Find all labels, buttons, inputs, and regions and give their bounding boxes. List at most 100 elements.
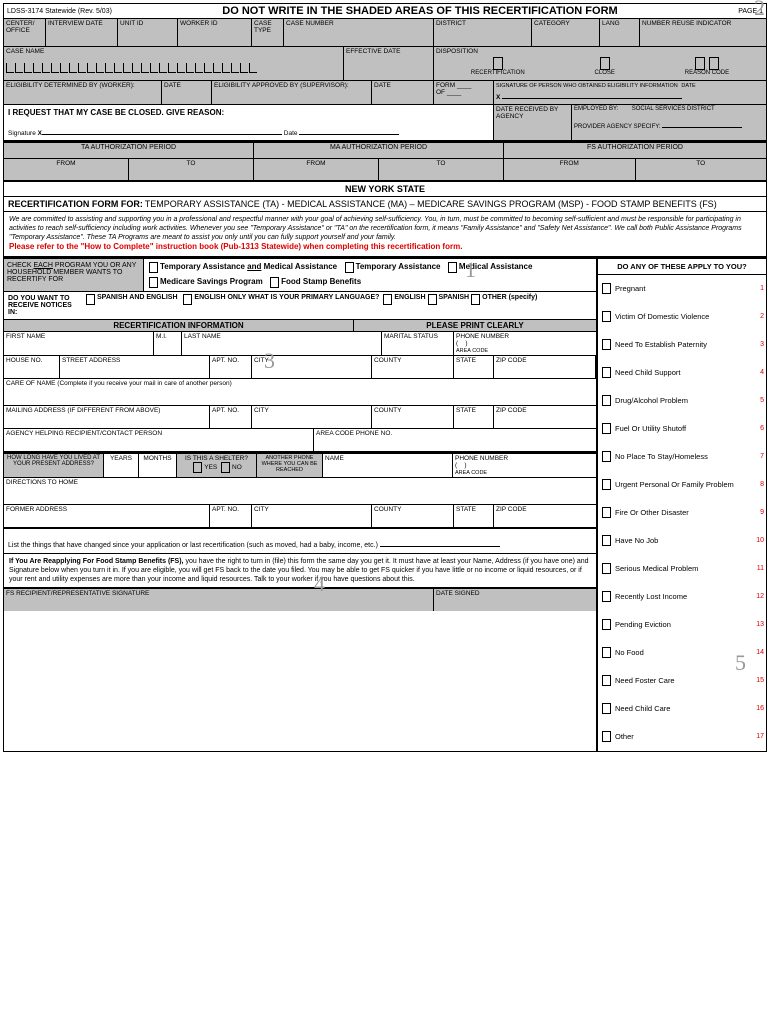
fs-sig-cell[interactable]: FS RECIPIENT/REPRESENTATIVE SIGNATURE: [4, 589, 434, 611]
mail-apt-cell[interactable]: APT. NO.: [210, 406, 252, 428]
mi-cell[interactable]: M.I.: [154, 332, 182, 355]
mail-zip-cell[interactable]: ZIP CODE: [494, 406, 596, 428]
close-checkbox[interactable]: [600, 57, 610, 70]
changes-line[interactable]: [380, 537, 500, 547]
agency-cell[interactable]: AGENCY HELPING RECIPIENT/CONTACT PERSON: [4, 429, 314, 451]
apply-checkbox-1[interactable]: [602, 283, 611, 294]
apply-checkbox-9[interactable]: [602, 507, 611, 518]
mail-city-label: CITY: [254, 407, 269, 414]
street-cell[interactable]: STREET ADDRESS: [60, 356, 210, 378]
apply-checkbox-14[interactable]: [602, 647, 611, 658]
apply-checkbox-16[interactable]: [602, 703, 611, 714]
apply-checkbox-12[interactable]: [602, 591, 611, 602]
apply-item-13: Pending Eviction13: [598, 611, 766, 639]
shelter-no-checkbox[interactable]: [221, 462, 230, 473]
received-label: DATE RECEIVED BY AGENCY: [496, 106, 558, 120]
last-name-cell[interactable]: LAST NAME: [182, 332, 382, 355]
ta-ma-checkbox[interactable]: [149, 262, 158, 273]
state-label: STATE: [456, 357, 476, 364]
eng-only-checkbox[interactable]: [183, 294, 192, 305]
marital-cell[interactable]: MARITAL STATUS: [382, 332, 454, 355]
lang-cell: LANG: [600, 19, 640, 46]
former-state-cell[interactable]: STATE: [454, 505, 494, 527]
english-checkbox[interactable]: [383, 294, 392, 305]
fs-date-cell[interactable]: DATE SIGNED: [434, 589, 596, 611]
mail-state-label: STATE: [456, 407, 476, 414]
cursive-3: 3: [264, 348, 275, 374]
apply-checkbox-10[interactable]: [602, 535, 611, 546]
months-cell[interactable]: MONTHS: [139, 454, 177, 477]
case-name-row: CASE NAME EFFECTIVE DATE DISPOSITION REC…: [4, 46, 766, 80]
reuse-label: NUMBER REUSE INDICATOR: [642, 20, 731, 27]
msp-text: Medicare Savings Program: [160, 277, 263, 286]
sig-label: Signature: [8, 130, 36, 137]
signature-line[interactable]: [42, 125, 282, 135]
ma-to: TO: [379, 159, 504, 180]
apply-checkbox-11[interactable]: [602, 563, 611, 574]
notices-row: DO YOU WANT TO RECEIVE NOTICES IN: SPANI…: [4, 291, 596, 319]
years-cell[interactable]: YEARS: [104, 454, 139, 477]
fs-checkbox[interactable]: [270, 277, 279, 288]
mailing-row: MAILING ADDRESS (IF DIFFERENT FROM ABOVE…: [4, 405, 596, 428]
date-line[interactable]: [299, 125, 399, 135]
reason-label: REASON CODE: [685, 70, 729, 76]
reason2-box[interactable]: [709, 57, 719, 70]
former-cell[interactable]: FORMER ADDRESS: [4, 505, 210, 527]
apply-checkbox-8[interactable]: [602, 479, 611, 490]
phone-cell[interactable]: PHONE NUMBER( )AREA CODE: [454, 332, 596, 355]
apt-cell[interactable]: APT. NO.: [210, 356, 252, 378]
apply-text-13: Pending Eviction: [613, 620, 750, 629]
former-apt-cell[interactable]: APT. NO.: [210, 505, 252, 527]
interview-cell: INTERVIEW DATE: [46, 19, 118, 46]
apply-checkbox-6[interactable]: [602, 423, 611, 434]
spanish-checkbox[interactable]: [428, 294, 437, 305]
mail-state-cell[interactable]: STATE: [454, 406, 494, 428]
span-eng-checkbox[interactable]: [86, 294, 95, 305]
recert-checkbox[interactable]: [493, 57, 503, 70]
apply-text-4: Need Child Support: [613, 368, 750, 377]
directions-cell[interactable]: DIRECTIONS TO HOME: [4, 478, 596, 504]
apply-checkbox-13[interactable]: [602, 619, 611, 630]
recert-for-label: RECERTIFICATION FORM FOR:: [8, 199, 143, 209]
apply-checkbox-3[interactable]: [602, 339, 611, 350]
apply-checkbox-4[interactable]: [602, 367, 611, 378]
former-city-cell[interactable]: CITY: [252, 505, 372, 527]
apply-checkbox-5[interactable]: [602, 395, 611, 406]
former-zip-cell[interactable]: ZIP CODE: [494, 505, 596, 527]
former-city-label: CITY: [254, 506, 269, 513]
former-county-cell[interactable]: COUNTY: [372, 505, 454, 527]
apply-checkbox-17[interactable]: [602, 731, 611, 742]
ta-checkbox[interactable]: [345, 262, 354, 273]
apply-text-17: Other: [613, 732, 750, 741]
apply-text-5: Drug/Alcohol Problem: [613, 396, 750, 405]
span-eng-text: SPANISH AND ENGLISH: [97, 294, 178, 317]
apply-text-3: Need To Establish Paternity: [613, 340, 750, 349]
reason1-box[interactable]: [695, 57, 705, 70]
another-name-cell[interactable]: NAME: [323, 454, 453, 477]
apply-checkbox-15[interactable]: [602, 675, 611, 686]
worker-cell: WORKER ID: [178, 19, 252, 46]
msp-checkbox[interactable]: [149, 277, 158, 288]
another-phone-cell[interactable]: PHONE NUMBER( )AREA CODE: [453, 454, 596, 477]
apply-checkbox-7[interactable]: [602, 451, 611, 462]
case-name-cell: CASE NAME: [4, 47, 344, 80]
ma-checkbox[interactable]: [448, 262, 457, 273]
area-phone-cell[interactable]: AREA CODE PHONE NO.: [314, 429, 596, 451]
mail-county-cell[interactable]: COUNTY: [372, 406, 454, 428]
county-cell[interactable]: COUNTY: [372, 356, 454, 378]
apply-checkbox-2[interactable]: [602, 311, 611, 322]
first-name-cell[interactable]: FIRST NAME: [4, 332, 154, 355]
other-lang-checkbox[interactable]: [471, 294, 480, 305]
care-of-cell[interactable]: CARE OF NAME (Complete if you receive yo…: [4, 379, 596, 405]
case-num-label: CASE NUMBER: [286, 20, 334, 27]
apply-num-9: 9: [750, 509, 764, 516]
mail-city-cell[interactable]: CITY: [252, 406, 372, 428]
shelter-yes-checkbox[interactable]: [193, 462, 202, 473]
apply-num-13: 13: [750, 621, 764, 628]
mailing-cell[interactable]: MAILING ADDRESS (IF DIFFERENT FROM ABOVE…: [4, 406, 210, 428]
zip-cell[interactable]: ZIP CODE: [494, 356, 596, 378]
state-cell[interactable]: STATE: [454, 356, 494, 378]
house-cell[interactable]: HOUSE NO.: [4, 356, 60, 378]
shelter-cell: IS THIS A SHELTER?YES NO: [177, 454, 257, 477]
street-label: STREET ADDRESS: [62, 357, 120, 364]
